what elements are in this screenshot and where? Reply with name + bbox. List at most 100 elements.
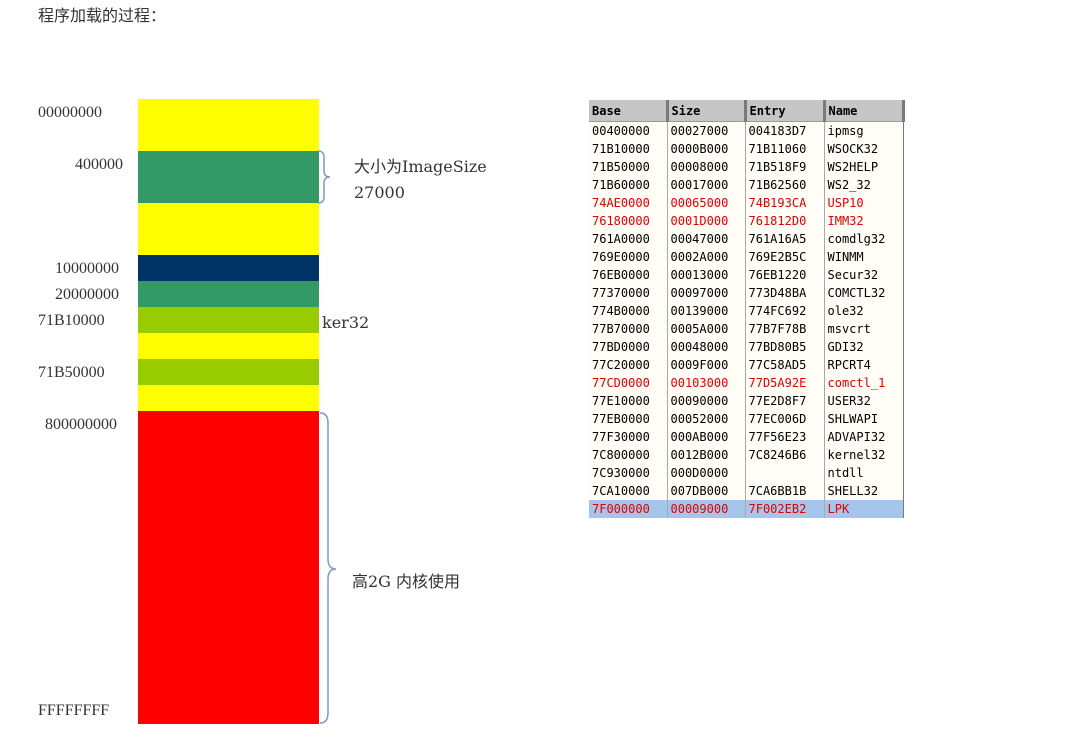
module-size-cell: 00048000 [667,338,746,356]
table-row[interactable]: 7CA10000 007DB000 7CA6BB1B SHELL32 [589,482,904,500]
module-base-cell: 76EB0000 [589,266,668,284]
table-row[interactable]: 761A0000 00047000 761A16A5 comdlg32 [589,230,904,248]
module-name-cell: comdlg32 [824,230,904,248]
module-name-cell: LPK [824,500,904,518]
table-row[interactable]: 7F000000 00009000 7F002EB2 LPK [589,500,904,518]
brace-icon [319,412,337,724]
module-table: Base Size Entry Name 00400000 00027000 004… [589,100,905,518]
table-row[interactable]: 71B10000 0000B000 71B11060 WSOCK32 [589,140,904,158]
address-label: 00000000 [38,104,102,121]
module-name-cell: Secur32 [824,266,904,284]
module-size-cell: 00009000 [667,500,746,518]
module-base-cell: 77CD0000 [589,374,668,392]
module-base-cell: 77E10000 [589,392,668,410]
table-row[interactable]: 77B70000 0005A000 77B7F78B msvcrt [589,320,904,338]
table-row[interactable]: 71B60000 00017000 71B62560 WS2_32 [589,176,904,194]
module-entry-cell: 769E2B5C [745,248,825,266]
table-row[interactable]: 77E10000 00090000 77E2D8F7 USER32 [589,392,904,410]
module-base-cell: 7C800000 [589,446,668,464]
module-name-cell: COMCTL32 [824,284,904,302]
memory-block [138,99,319,151]
module-base-cell: 77C20000 [589,356,668,374]
column-header-size[interactable]: Size [667,100,747,122]
module-size-cell: 0000B000 [667,140,746,158]
module-entry-cell: 77EC006D [745,410,825,428]
module-base-cell: 769E0000 [589,248,668,266]
address-label: FFFFFFFF [38,702,110,719]
module-entry-cell: 761A16A5 [745,230,825,248]
memory-block [138,255,319,281]
memory-block [138,281,319,307]
table-row[interactable]: 77F30000 000AB000 77F56E23 ADVAPI32 [589,428,904,446]
module-name-cell: comctl_1 [824,374,904,392]
table-row[interactable]: 77CD0000 00103000 77D5A92E comctl_1 [589,374,904,392]
module-name-cell: SHLWAPI [824,410,904,428]
module-name-cell: kernel32 [824,446,904,464]
memory-block-kernel [138,411,319,724]
module-entry-cell: 77C58AD5 [745,356,825,374]
module-entry-cell: 7C8246B6 [745,446,825,464]
module-name-cell: GDI32 [824,338,904,356]
table-row[interactable]: 76EB0000 00013000 76EB1220 Secur32 [589,266,904,284]
module-base-cell: 77EB0000 [589,410,668,428]
module-size-cell: 00047000 [667,230,746,248]
address-label: 400000 [75,156,123,173]
module-entry-cell: 77E2D8F7 [745,392,825,410]
address-label: 20000000 [55,286,119,303]
memory-block-ker32 [138,307,319,333]
memory-block [138,203,319,255]
module-entry-cell: 7F002EB2 [745,500,825,518]
module-size-cell: 0002A000 [667,248,746,266]
module-base-cell: 7CA10000 [589,482,668,500]
column-header-base[interactable]: Base [589,100,669,122]
module-base-cell: 761A0000 [589,230,668,248]
table-row[interactable]: 74AE0000 00065000 74B193CA USP10 [589,194,904,212]
module-size-cell: 00097000 [667,284,746,302]
table-row[interactable]: 00400000 00027000 004183D7 ipmsg [589,121,904,140]
module-base-cell: 77B70000 [589,320,668,338]
module-entry-cell: 71B62560 [745,176,825,194]
module-size-cell: 0005A000 [667,320,746,338]
column-header-entry[interactable]: Entry [745,100,826,122]
table-row[interactable]: 77370000 00097000 773D48BA COMCTL32 [589,284,904,302]
brace-icon [317,150,331,204]
module-entry-cell: 71B11060 [745,140,825,158]
module-size-cell: 0001D000 [667,212,746,230]
module-base-cell: 74AE0000 [589,194,668,212]
module-name-cell: ADVAPI32 [824,428,904,446]
table-row[interactable]: 71B50000 00008000 71B518F9 WS2HELP [589,158,904,176]
module-size-cell: 00052000 [667,410,746,428]
table-row[interactable]: 7C800000 0012B000 7C8246B6 kernel32 [589,446,904,464]
module-name-cell: USER32 [824,392,904,410]
page-title: 程序加载的过程： [38,6,167,25]
module-entry-cell: 77B7F78B [745,320,825,338]
module-name-cell: WS2_32 [824,176,904,194]
module-base-cell: 76180000 [589,212,668,230]
table-row[interactable]: 769E0000 0002A000 769E2B5C WINMM [589,248,904,266]
module-base-cell: 7C930000 [589,464,668,482]
module-table-body: 00400000 00027000 004183D7 ipmsg 71B10000 000… [589,121,904,518]
module-base-cell: 71B60000 [589,176,668,194]
module-name-cell: USP10 [824,194,904,212]
address-label: 800000000 [45,416,117,433]
module-entry-cell: 77D5A92E [745,374,825,392]
table-row[interactable]: 774B0000 00139000 774FC692 ole32 [589,302,904,320]
module-base-cell: 77F30000 [589,428,668,446]
module-name-cell: msvcrt [824,320,904,338]
module-base-cell: 71B50000 [589,158,668,176]
module-name-cell: SHELL32 [824,482,904,500]
memory-block [138,333,319,359]
address-label: 71B50000 [38,364,105,381]
table-row[interactable]: 77C20000 0009F000 77C58AD5 RPCRT4 [589,356,904,374]
table-row[interactable]: 76180000 0001D000 761812D0 IMM32 [589,212,904,230]
module-base-cell: 77BD0000 [589,338,668,356]
table-row[interactable]: 77EB0000 00052000 77EC006D SHLWAPI [589,410,904,428]
table-row[interactable]: 77BD0000 00048000 77BD80B5 GDI32 [589,338,904,356]
module-size-cell: 00017000 [667,176,746,194]
module-base-cell: 774B0000 [589,302,668,320]
column-header-name[interactable]: Name [824,100,905,122]
table-row[interactable]: 7C930000 000D0000 ntdll [589,464,904,482]
module-size-cell: 00090000 [667,392,746,410]
module-size-cell: 00008000 [667,158,746,176]
module-entry-cell: 74B193CA [745,194,825,212]
